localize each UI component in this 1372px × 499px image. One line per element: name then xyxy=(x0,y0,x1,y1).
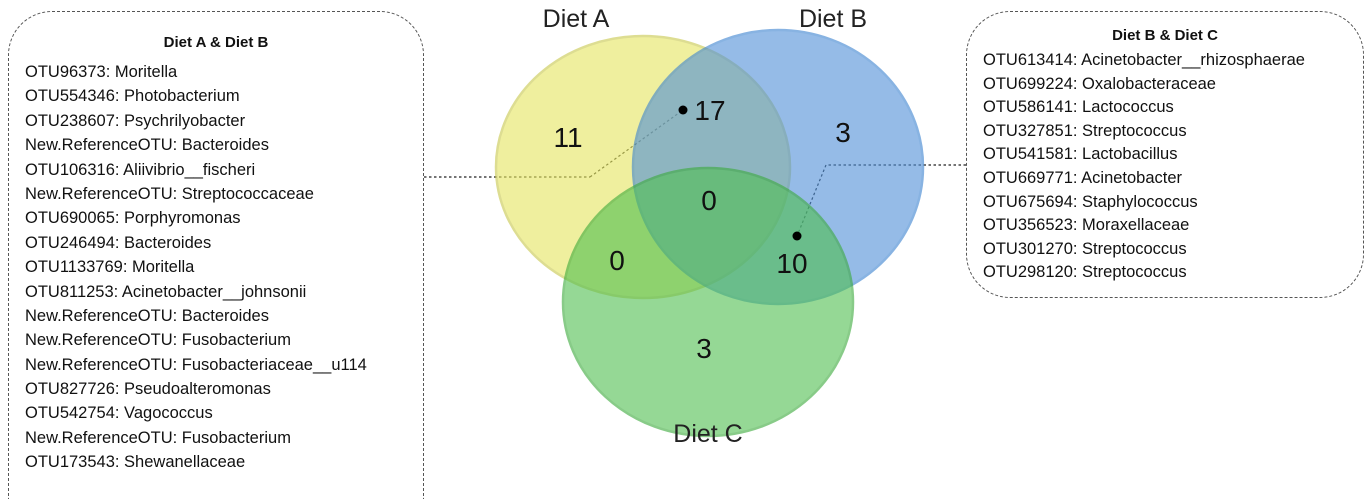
otu-list-item: OTU541581: Lactobacillus xyxy=(983,145,1178,164)
otu-list-item: New.ReferenceOTU: Bacteroides xyxy=(25,136,269,155)
otu-list-item: OTU542754: Vagococcus xyxy=(25,404,213,423)
otu-list: OTU96373: Moritella OTU554346: Photobacte… xyxy=(25,60,367,475)
otu-list-item: OTU690065: Porphyromonas xyxy=(25,209,241,228)
otu-list-item: OTU586141: Lactococcus xyxy=(983,98,1174,117)
otu-list: OTU613414: Acinetobacter__rhizosphaerae O… xyxy=(983,49,1305,285)
count-diet-a-b: 17 xyxy=(694,95,725,126)
count-diet-a-c: 0 xyxy=(609,245,625,276)
otu-list-item: OTU827726: Pseudoalteromonas xyxy=(25,380,271,399)
otu-list-item: New.ReferenceOTU: Bacteroides xyxy=(25,306,269,325)
otu-list-item: OTU356523: Moraxellaceae xyxy=(983,216,1190,235)
otu-list-item: OTU238607: Psychrilyobacter xyxy=(25,111,246,130)
otu-list-item: OTU811253: Acinetobacter__johnsonii xyxy=(25,282,307,301)
count-diet-b-only: 3 xyxy=(835,117,851,148)
otu-list-item: OTU246494: Bacteroides xyxy=(25,233,212,252)
panel-title: Diet B & Diet C xyxy=(1112,27,1218,44)
set-label-diet-a: Diet A xyxy=(543,5,610,33)
count-diet-c-only: 3 xyxy=(696,333,712,364)
count-diet-b-c: 10 xyxy=(776,248,807,279)
otu-list-item: New.ReferenceOTU: Fusobacteriaceae__u114 xyxy=(25,355,367,374)
otu-list-item: OTU327851: Streptococcus xyxy=(983,121,1187,140)
otu-list-item: OTU554346: Photobacterium xyxy=(25,87,240,106)
otu-list-item: OTU699224: Oxalobacteraceae xyxy=(983,74,1216,93)
otu-list-item: OTU613414: Acinetobacter__rhizosphaerae xyxy=(983,51,1305,69)
panel-title: Diet A & Diet B xyxy=(163,34,269,51)
otu-list-item: New.ReferenceOTU: Fusobacterium xyxy=(25,428,291,447)
set-label-diet-c: Diet C xyxy=(673,420,742,448)
set-label-diet-b: Diet B xyxy=(799,5,867,33)
count-diet-a-b-c: 0 xyxy=(701,185,717,216)
otu-list-item: New.ReferenceOTU: Streptococcaceae xyxy=(25,184,314,203)
otu-list-item: OTU173543: Shewanellaceae xyxy=(25,453,246,472)
connector-dot-bc xyxy=(792,231,802,241)
otu-list-item: OTU298120: Streptococcus xyxy=(983,263,1187,282)
otu-list-item: OTU106316: Aliivibrio__fischeri xyxy=(25,160,256,179)
panel-diet-b-c: Diet B & Diet C OTU613414: Acinetobacter… xyxy=(966,11,1364,298)
otu-list-item: OTU675694: Staphylococcus xyxy=(983,192,1198,211)
circle-diet-c xyxy=(561,166,855,438)
otu-list-item: New.ReferenceOTU: Fusobacterium xyxy=(25,331,291,350)
venn-diagram: Diet A Diet B Diet C 11 3 3 17 0 10 0 xyxy=(424,5,966,448)
otu-list-item: OTU96373: Moritella xyxy=(25,63,178,81)
count-diet-a-only: 11 xyxy=(553,122,582,153)
otu-list-item: OTU669771: Acinetobacter xyxy=(983,168,1183,187)
otu-list-item: OTU301270: Streptococcus xyxy=(983,239,1187,258)
connector-dot-ab xyxy=(678,105,688,115)
otu-list-item: OTU1133769: Moritella xyxy=(25,258,195,277)
panel-diet-a-b: Diet A & Diet B OTU96373: Moritella OTU55… xyxy=(8,11,424,499)
